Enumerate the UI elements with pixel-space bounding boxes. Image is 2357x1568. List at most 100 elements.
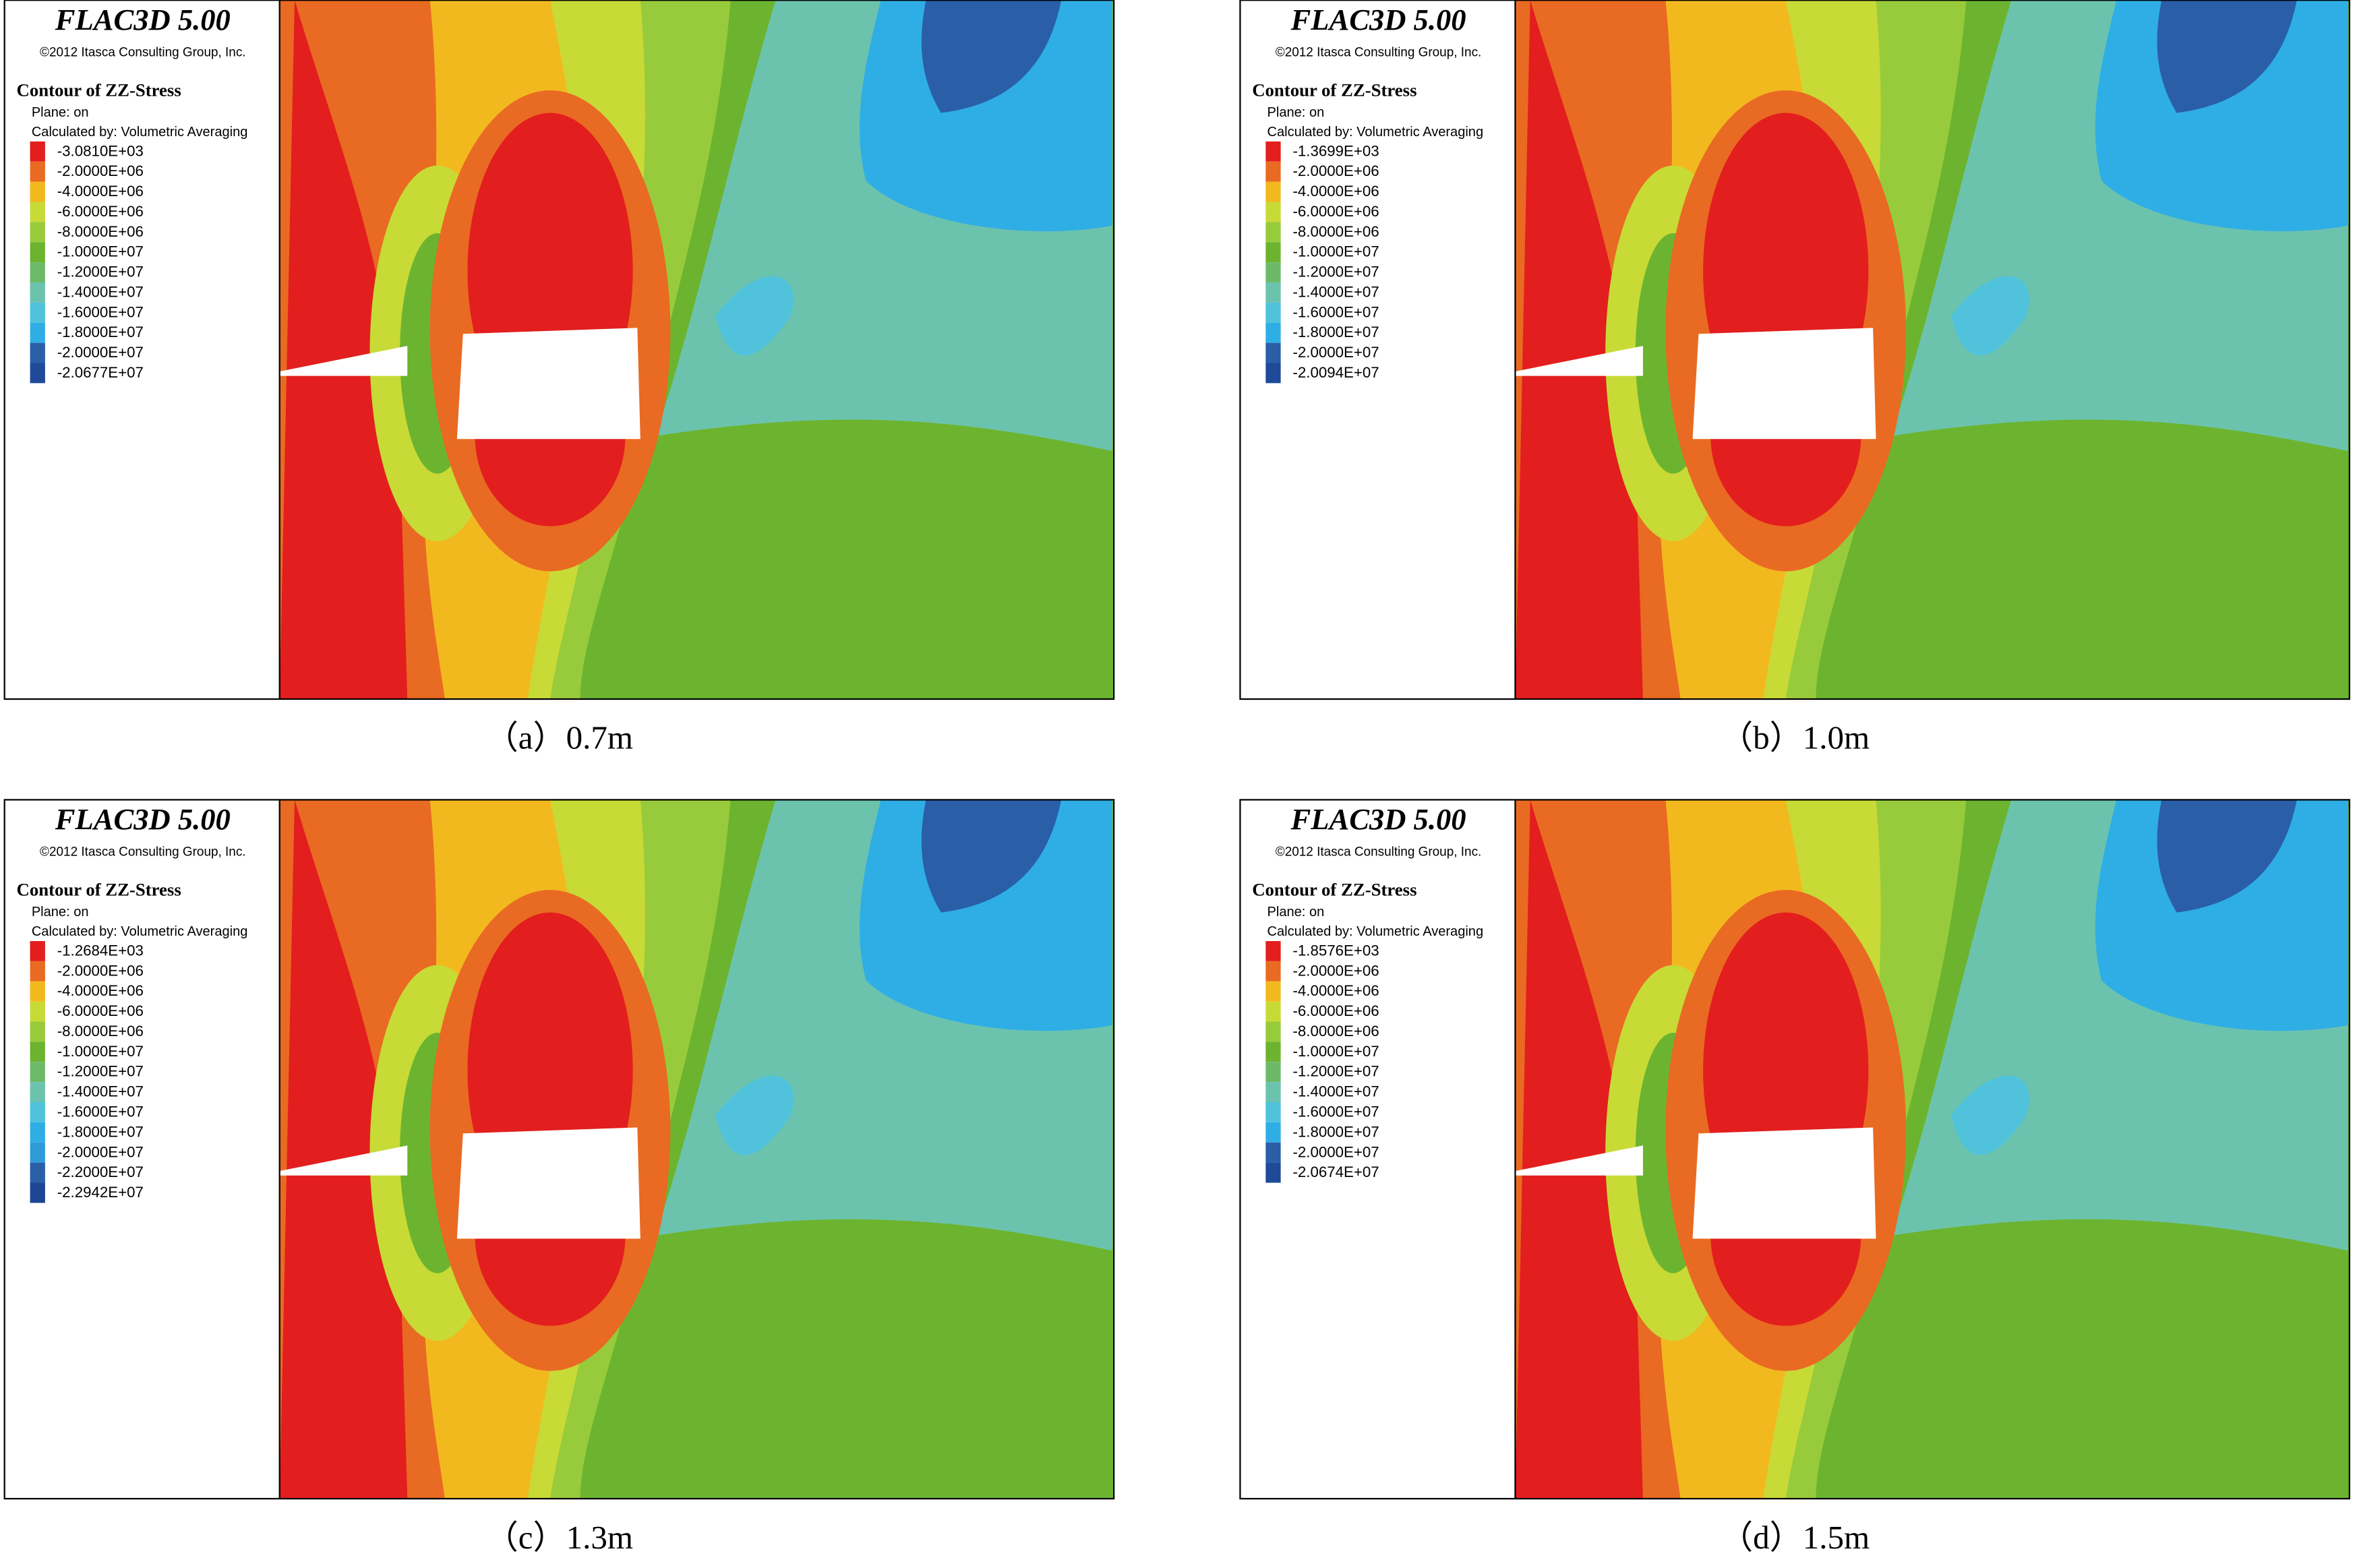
calculated: Calculated by: Volumetric Averaging	[1267, 125, 1484, 140]
contour-map	[1515, 800, 2350, 1499]
legend-swatch	[1265, 1082, 1281, 1103]
tunnel	[456, 328, 640, 440]
legend-label: -1.4000E+07	[57, 283, 144, 300]
legend-swatch	[30, 181, 45, 202]
panel: FLAC3D 5.00 ©2012 Itasca Consulting Group…	[1239, 799, 2350, 1556]
panel-frame	[1239, 0, 2350, 700]
caption: （a）0.7m	[485, 719, 633, 756]
legend-label: -3.0810E+03	[57, 142, 144, 159]
legend-label: -1.0000E+07	[1292, 1043, 1379, 1060]
plane: Plane: on	[32, 905, 89, 919]
tunnel	[1515, 1145, 1643, 1176]
copyright: ©2012 Itasca Consulting Group, Inc.	[1276, 845, 1482, 859]
legend-swatch	[1265, 242, 1281, 263]
calculated: Calculated by: Volumetric Averaging	[1267, 924, 1484, 939]
legend-swatch	[1265, 940, 1281, 961]
legend-label: -1.6000E+07	[1292, 303, 1379, 320]
tunnel	[279, 1145, 408, 1176]
legend-swatch	[1265, 1042, 1281, 1062]
legend-label: -1.8576E+03	[1292, 942, 1379, 959]
legend-swatch	[30, 1102, 45, 1122]
legend-label: -1.2684E+03	[57, 942, 144, 959]
legend-swatch	[30, 1021, 45, 1042]
legend-swatch	[30, 981, 45, 1002]
legend-label: -6.0000E+06	[1292, 1002, 1379, 1019]
caption: （c）1.3m	[485, 1519, 633, 1556]
legend-label: -8.0000E+06	[57, 223, 144, 240]
legend-swatch	[30, 242, 45, 263]
contour-title: Contour of ZZ-Stress	[17, 80, 181, 100]
legend-label: -1.4000E+07	[57, 1083, 144, 1100]
legend-label: -1.6000E+07	[57, 1104, 144, 1120]
legend-swatch	[30, 1001, 45, 1022]
calculated: Calculated by: Volumetric Averaging	[32, 125, 248, 140]
plane: Plane: on	[1267, 105, 1325, 120]
legend-label: -4.0000E+06	[1292, 183, 1379, 200]
legend-label: -2.0000E+07	[57, 344, 144, 361]
contour-band	[921, 800, 1062, 913]
legend-label: -1.8000E+07	[1292, 324, 1379, 340]
legend-swatch	[1265, 161, 1281, 182]
legend-swatch	[1265, 222, 1281, 243]
legend-swatch	[1265, 1142, 1281, 1163]
plane: Plane: on	[32, 105, 89, 120]
legend-label: -4.0000E+06	[57, 982, 144, 999]
contour-map	[279, 800, 1114, 1499]
legend-swatch	[30, 282, 45, 303]
contour-band	[715, 1075, 794, 1155]
tunnel	[1515, 346, 1643, 376]
legend-swatch	[30, 961, 45, 982]
panel: FLAC3D 5.00 ©2012 Itasca Consulting Group…	[1239, 0, 2350, 756]
software-title: FLAC3D 5.00	[1290, 3, 1466, 36]
legend-label: -1.6000E+07	[1292, 1104, 1379, 1120]
contour-band	[2157, 800, 2297, 913]
legend-label: -2.0674E+07	[1292, 1164, 1379, 1180]
calculated: Calculated by: Volumetric Averaging	[32, 924, 248, 939]
legend-label: -6.0000E+06	[1292, 203, 1379, 220]
legend-swatch	[1265, 363, 1281, 384]
legend-swatch	[30, 141, 45, 162]
legend-label: -2.0000E+06	[57, 162, 144, 179]
legend-swatch	[1265, 202, 1281, 222]
tunnel	[456, 1127, 640, 1239]
contour-band	[921, 0, 1062, 113]
legend-swatch	[30, 161, 45, 182]
panel-frame	[3, 799, 1115, 1500]
contour-band	[715, 276, 794, 356]
legend-label: -2.0000E+07	[1292, 1143, 1379, 1160]
panel-frame	[3, 0, 1115, 700]
tunnel	[1692, 328, 1876, 440]
legend-label: -1.2000E+07	[1292, 264, 1379, 280]
legend-label: -1.6000E+07	[57, 303, 144, 320]
legend-swatch	[1265, 322, 1281, 343]
legend-label: -1.0000E+07	[57, 243, 144, 260]
legend-swatch	[1265, 1062, 1281, 1083]
legend-swatch	[30, 1042, 45, 1062]
contour-band	[279, 0, 408, 700]
contour-band	[279, 800, 408, 1499]
legend-swatch	[30, 1182, 45, 1203]
legend-swatch	[1265, 342, 1281, 363]
legend-label: -1.2000E+07	[57, 1063, 144, 1080]
legend-label: -8.0000E+06	[57, 1023, 144, 1039]
legend-label: -6.0000E+06	[57, 203, 144, 220]
legend-swatch	[1265, 981, 1281, 1002]
panel-frame	[1239, 799, 2350, 1500]
caption: （b）1.0m	[1720, 719, 1870, 756]
legend-label: -1.8000E+07	[57, 1123, 144, 1140]
legend-label: -2.0000E+07	[57, 1143, 144, 1160]
legend-swatch	[1265, 282, 1281, 303]
legend-swatch	[30, 342, 45, 363]
contour-map	[1515, 0, 2350, 700]
copyright: ©2012 Itasca Consulting Group, Inc.	[40, 45, 246, 59]
legend-label: -1.3699E+03	[1292, 142, 1379, 159]
legend-label: -8.0000E+06	[1292, 223, 1379, 240]
panel: FLAC3D 5.00 ©2012 Itasca Consulting Group…	[3, 0, 1115, 756]
plane: Plane: on	[1267, 905, 1325, 919]
contour-map	[279, 0, 1114, 700]
legend-swatch	[30, 1162, 45, 1183]
legend-label: -2.0094E+07	[1292, 364, 1379, 381]
